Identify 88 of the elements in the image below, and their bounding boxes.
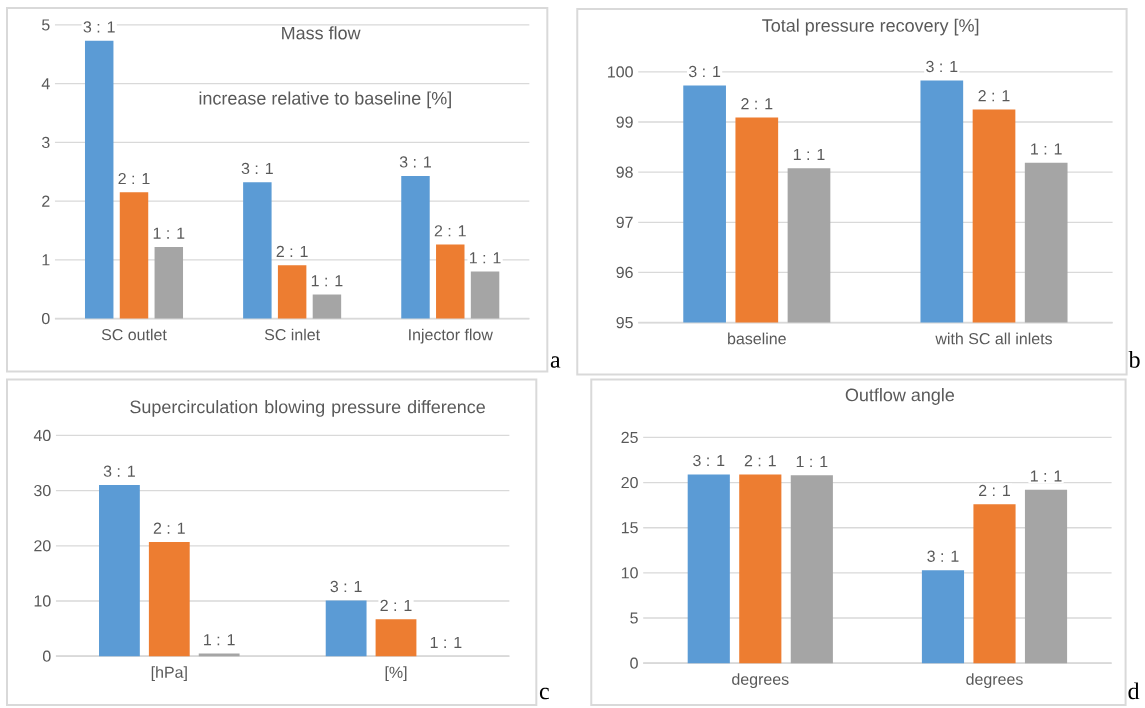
series-label: 3 : 1 (688, 65, 721, 78)
text: 3 : 1 (399, 156, 431, 168)
y-tick-label: 99 (616, 116, 633, 128)
x-tick-label: baseline (728, 332, 786, 345)
y-tick-label: 98 (616, 166, 633, 178)
bar (1024, 489, 1068, 664)
series-label: 1 : 1 (796, 456, 828, 468)
series-label: 2 : 1 (153, 522, 185, 534)
chart-title: Total pressure recovery [%] (762, 18, 979, 36)
series-label: 2 : 1 (118, 172, 150, 185)
y-tick-label: 10 (621, 567, 638, 579)
x-tick-label: [hPa] (151, 666, 187, 682)
x-tick-label: degrees (966, 673, 1023, 689)
series-label: 3 : 1 (330, 580, 362, 593)
y-tick-label: 25 (621, 431, 638, 444)
bar (470, 271, 500, 319)
text: 2 : 1 (380, 599, 412, 611)
bar (312, 294, 342, 319)
x-tick-label: degrees (732, 673, 789, 689)
x-tick-label: SC outlet (101, 328, 167, 341)
bar (277, 265, 307, 319)
x-tick-label: Injector flow (409, 328, 493, 344)
y-tick-label: 20 (621, 476, 638, 489)
series-label: 2 : 1 (978, 90, 1010, 102)
text: 3 : 1 (83, 21, 115, 33)
text: 1 : 1 (469, 252, 501, 264)
text: 1 : 1 (1030, 470, 1062, 482)
text: c (539, 687, 549, 700)
y-tick-label: 5 (630, 612, 638, 624)
y-tick-label: 0 (630, 657, 638, 669)
y-tick-label: 1 (42, 254, 50, 266)
bar (243, 182, 272, 319)
text: b (1128, 350, 1140, 368)
text: 3 : 1 (927, 550, 959, 562)
y-tick-label: 0 (41, 312, 50, 325)
bar (148, 541, 190, 657)
series-label: 3 : 1 (241, 162, 273, 175)
y-tick-label: 20 (34, 540, 51, 552)
text: 3 : 1 (926, 60, 958, 73)
y-tick-label: 96 (616, 266, 633, 279)
y-tick-label: 30 (34, 484, 51, 497)
bar (198, 653, 240, 657)
y-tick-label: 5 (41, 19, 50, 31)
text: 1 : 1 (430, 636, 462, 648)
text: 1 : 1 (1031, 143, 1062, 155)
bar (973, 504, 1016, 664)
text: 1 : 1 (311, 275, 343, 287)
chart-title: Outflow angle (845, 388, 955, 405)
y-tick-label: 0 (42, 650, 51, 662)
series-label: 3 : 1 (693, 454, 725, 467)
y-tick-label: 40 (33, 429, 51, 442)
bar (99, 485, 140, 657)
text: 3 : 1 (103, 465, 135, 477)
bar (436, 244, 465, 319)
y-tick-label: 95 (616, 316, 633, 329)
text: 2 : 1 (434, 225, 466, 237)
y-tick-label: 2 (42, 195, 50, 207)
bar (119, 192, 149, 319)
bar (739, 474, 782, 664)
y-tick-label: 4 (41, 78, 50, 90)
bar (790, 475, 833, 664)
bar (325, 600, 367, 657)
bar (84, 40, 114, 319)
chart-title: Mass flow (282, 26, 361, 40)
y-tick-label: 3 (41, 136, 50, 149)
x-tick-label: [%] (385, 666, 407, 682)
bar (401, 175, 430, 319)
bar (375, 619, 417, 657)
x-tick-label: SC inlet (264, 328, 320, 341)
text: 2 : 1 (979, 484, 1010, 496)
text: 2 : 1 (741, 98, 773, 110)
bar (154, 246, 184, 319)
series-label: 2 : 1 (744, 455, 776, 467)
y-tick-label: 100 (608, 66, 633, 78)
text: increase relative to baseline [%] (199, 91, 451, 109)
text: a (550, 356, 561, 368)
text: d (1128, 682, 1140, 700)
y-tick-label: 97 (616, 216, 633, 228)
chart-title: Supercirculation blowing pressure difference (130, 400, 485, 417)
y-tick-label: 15 (621, 522, 638, 534)
series-label: 1 : 1 (793, 148, 825, 160)
text: 2 : 1 (276, 245, 308, 257)
series-label: 1 : 1 (204, 634, 235, 646)
x-tick-label: with SC all inlets (935, 332, 1053, 345)
series-label: 1 : 1 (153, 227, 185, 239)
bar (687, 474, 730, 664)
y-tick-label: 10 (34, 595, 51, 607)
bar (921, 570, 965, 664)
